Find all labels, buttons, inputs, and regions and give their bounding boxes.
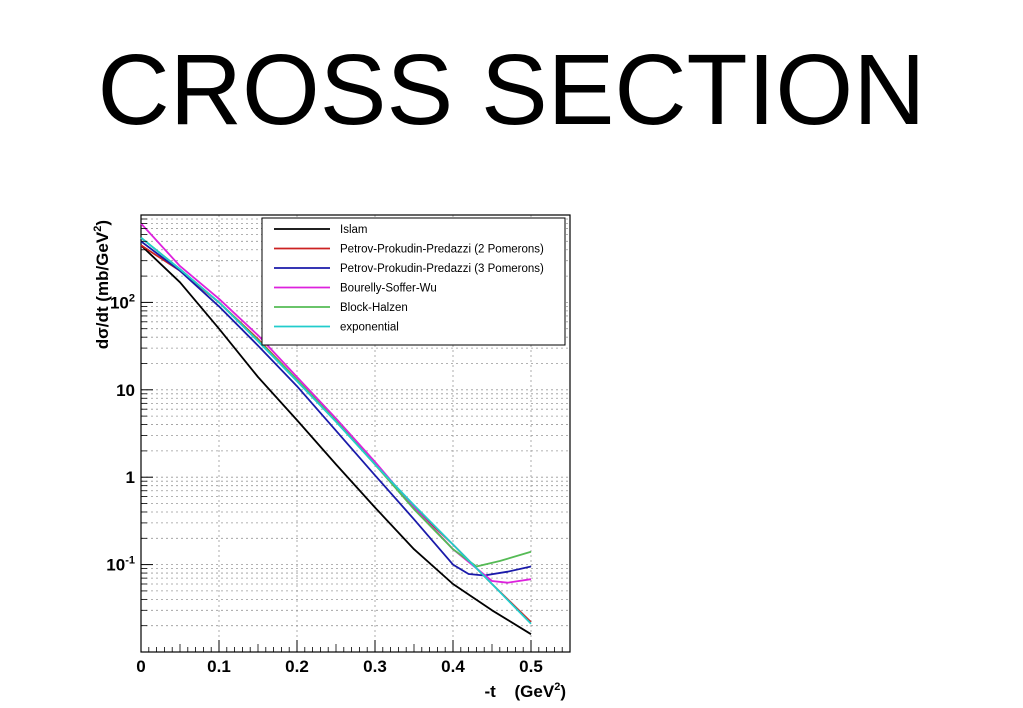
legend-box	[261, 217, 566, 346]
plot-frame	[140, 214, 571, 653]
series-line-6	[140, 236, 532, 625]
slide-title: CROSS SECTION	[97, 34, 926, 146]
legend-label: Petrov-Prokudin-Predazzi (3 Pomerons)	[340, 263, 544, 275]
x-axis-label: -t (GeV2)	[484, 681, 566, 701]
y-axis-label: dσ/dt (mb/GeV2)	[92, 220, 112, 349]
legend: Islam Petrov-Prokudin-Predazzi (2 Pomeron…	[261, 217, 566, 346]
series-layer	[140, 222, 532, 635]
x-tick-label: 0.3	[363, 657, 387, 676]
y-tick-label: 1	[126, 468, 135, 487]
x-tick-label: 0	[136, 657, 145, 676]
y-tick-label: 102	[110, 292, 135, 312]
x-tick-label: 0.2	[285, 657, 309, 676]
axis-ticks: 0 0.1 0.2 0.3 0.4 0.5 102 10 1 10-1	[106, 218, 563, 676]
legend-label: Petrov-Prokudin-Predazzi (2 Pomerons)	[340, 244, 544, 256]
x-tick-label: 0.5	[519, 657, 543, 676]
series-line-1	[140, 244, 532, 635]
y-tick-label: 10-1	[106, 555, 135, 575]
x-tick-label: 0.1	[207, 657, 231, 676]
legend-label: Islam	[340, 224, 367, 236]
y-tick-label: 10	[116, 381, 135, 400]
x-tick-label: 0.4	[441, 657, 465, 676]
legend-label: Bourelly-Soffer-Wu	[340, 283, 437, 295]
legend-label: exponential	[340, 322, 399, 334]
legend-label: Block-Halzen	[340, 302, 408, 314]
series-line-4	[140, 222, 532, 584]
